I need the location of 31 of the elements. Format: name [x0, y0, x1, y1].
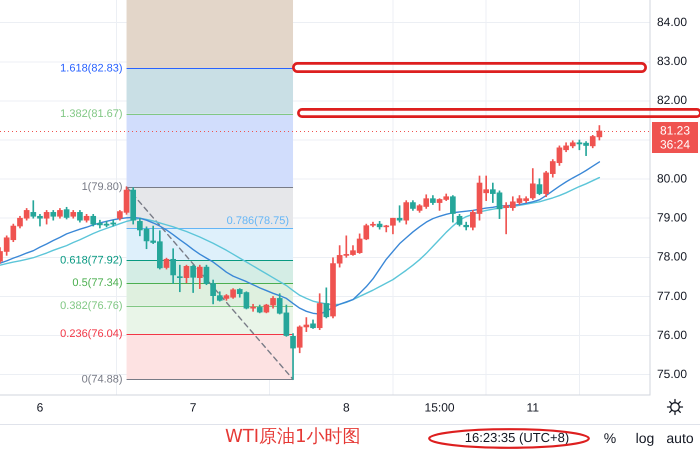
text: auto	[666, 430, 694, 446]
x-tick-label: 7	[190, 400, 197, 415]
x-tick-label: 11	[526, 400, 540, 415]
ref-line-label: 1(79.80)	[82, 180, 123, 193]
y-tick-label: 75.00	[657, 366, 688, 381]
text: %	[604, 430, 616, 446]
text: 36:24	[660, 137, 690, 152]
ref-line-label: 81.23	[660, 123, 690, 138]
y-tick-label: 78.00	[657, 250, 688, 264]
ref-line-label: 0.236(76.04)	[60, 328, 123, 340]
candlestick	[250, 304, 256, 312]
x-tick-label: 6	[36, 400, 44, 415]
x-tick-label: 8	[342, 400, 350, 415]
ref-line-label: 1.382(81.67)	[60, 108, 123, 120]
text: WTI原油1小时图	[225, 426, 361, 448]
y-tick-label: 83.00	[657, 54, 688, 68]
x-tick-label: 15:00	[424, 400, 455, 415]
ref-line-label: 0.5(77.34)	[72, 277, 123, 290]
ref-line-label: 0.618(77.92)	[60, 254, 123, 266]
y-tick-label: 84.00	[657, 14, 688, 29]
y-tick-label: 77.00	[657, 288, 688, 303]
y-tick-label: 82.00	[657, 93, 688, 108]
ref-line-label: 1.618(82.83)	[60, 62, 123, 74]
y-tick-label: 76.00	[657, 328, 688, 342]
ref-line-label: 0.786(78.75)	[226, 215, 290, 228]
y-tick-label: 79.00	[657, 210, 688, 225]
ref-line-label: 0(74.88)	[82, 373, 123, 386]
y-tick-label: 80.00	[657, 171, 688, 186]
ref-line-label: 0.382(76.76)	[60, 300, 123, 312]
text: log	[636, 430, 654, 446]
text: 16:23:35 (UTC+8)	[464, 430, 570, 446]
